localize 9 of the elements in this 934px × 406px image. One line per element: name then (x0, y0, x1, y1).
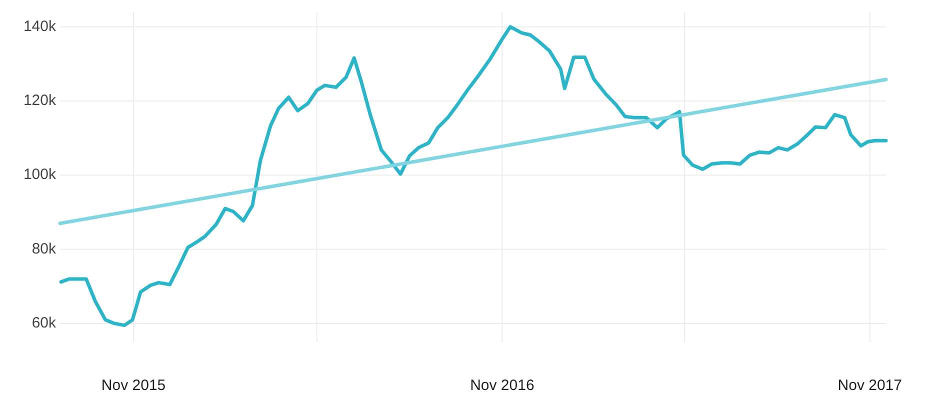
x-tick-label: Nov 2016 (470, 377, 534, 394)
x-tick-label: Nov 2015 (101, 377, 166, 394)
y-tick-label: 140k (23, 18, 56, 35)
x-tick-label: Nov 2017 (838, 377, 902, 394)
y-tick-label: 120k (23, 92, 56, 109)
y-tick-label: 80k (32, 240, 56, 258)
line-series (59, 25, 888, 328)
y-tick-label: 60k (32, 314, 56, 332)
y-tick-label: 100k (23, 166, 56, 184)
